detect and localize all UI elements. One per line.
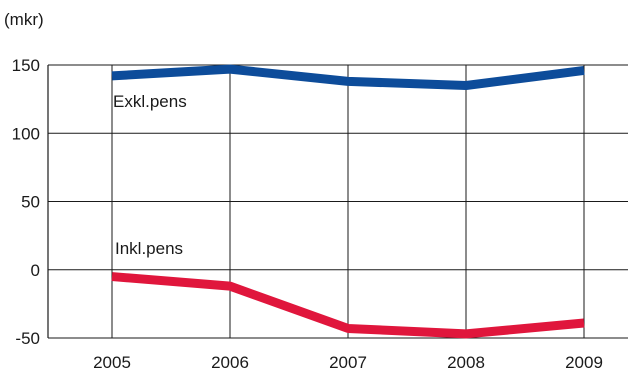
y-tick-label: 150 <box>12 56 40 75</box>
series-line-exkl-pens <box>111 64 585 90</box>
series-label-exkl-pens: Exkl.pens <box>113 92 187 111</box>
y-tick-label: 50 <box>21 193 40 212</box>
series-line-inkl-pens <box>111 272 585 339</box>
x-tick-label: 2007 <box>329 353 367 372</box>
x-tick-label: 2009 <box>565 353 603 372</box>
x-axis-ticks: 2005 2006 2007 2008 2009 <box>93 353 603 372</box>
x-tick-label: 2008 <box>447 353 485 372</box>
x-tick-label: 2005 <box>93 353 131 372</box>
y-unit-label: (mkr) <box>4 10 44 29</box>
y-axis-ticks: 150 100 50 0 -50 <box>12 56 40 348</box>
x-tick-label: 2006 <box>211 353 249 372</box>
grid <box>47 64 628 339</box>
y-tick-label: -50 <box>15 329 40 348</box>
series-lines <box>111 64 585 339</box>
y-tick-label: 0 <box>31 261 40 280</box>
series-label-inkl-pens: Inkl.pens <box>115 239 183 258</box>
y-tick-label: 100 <box>12 124 40 143</box>
